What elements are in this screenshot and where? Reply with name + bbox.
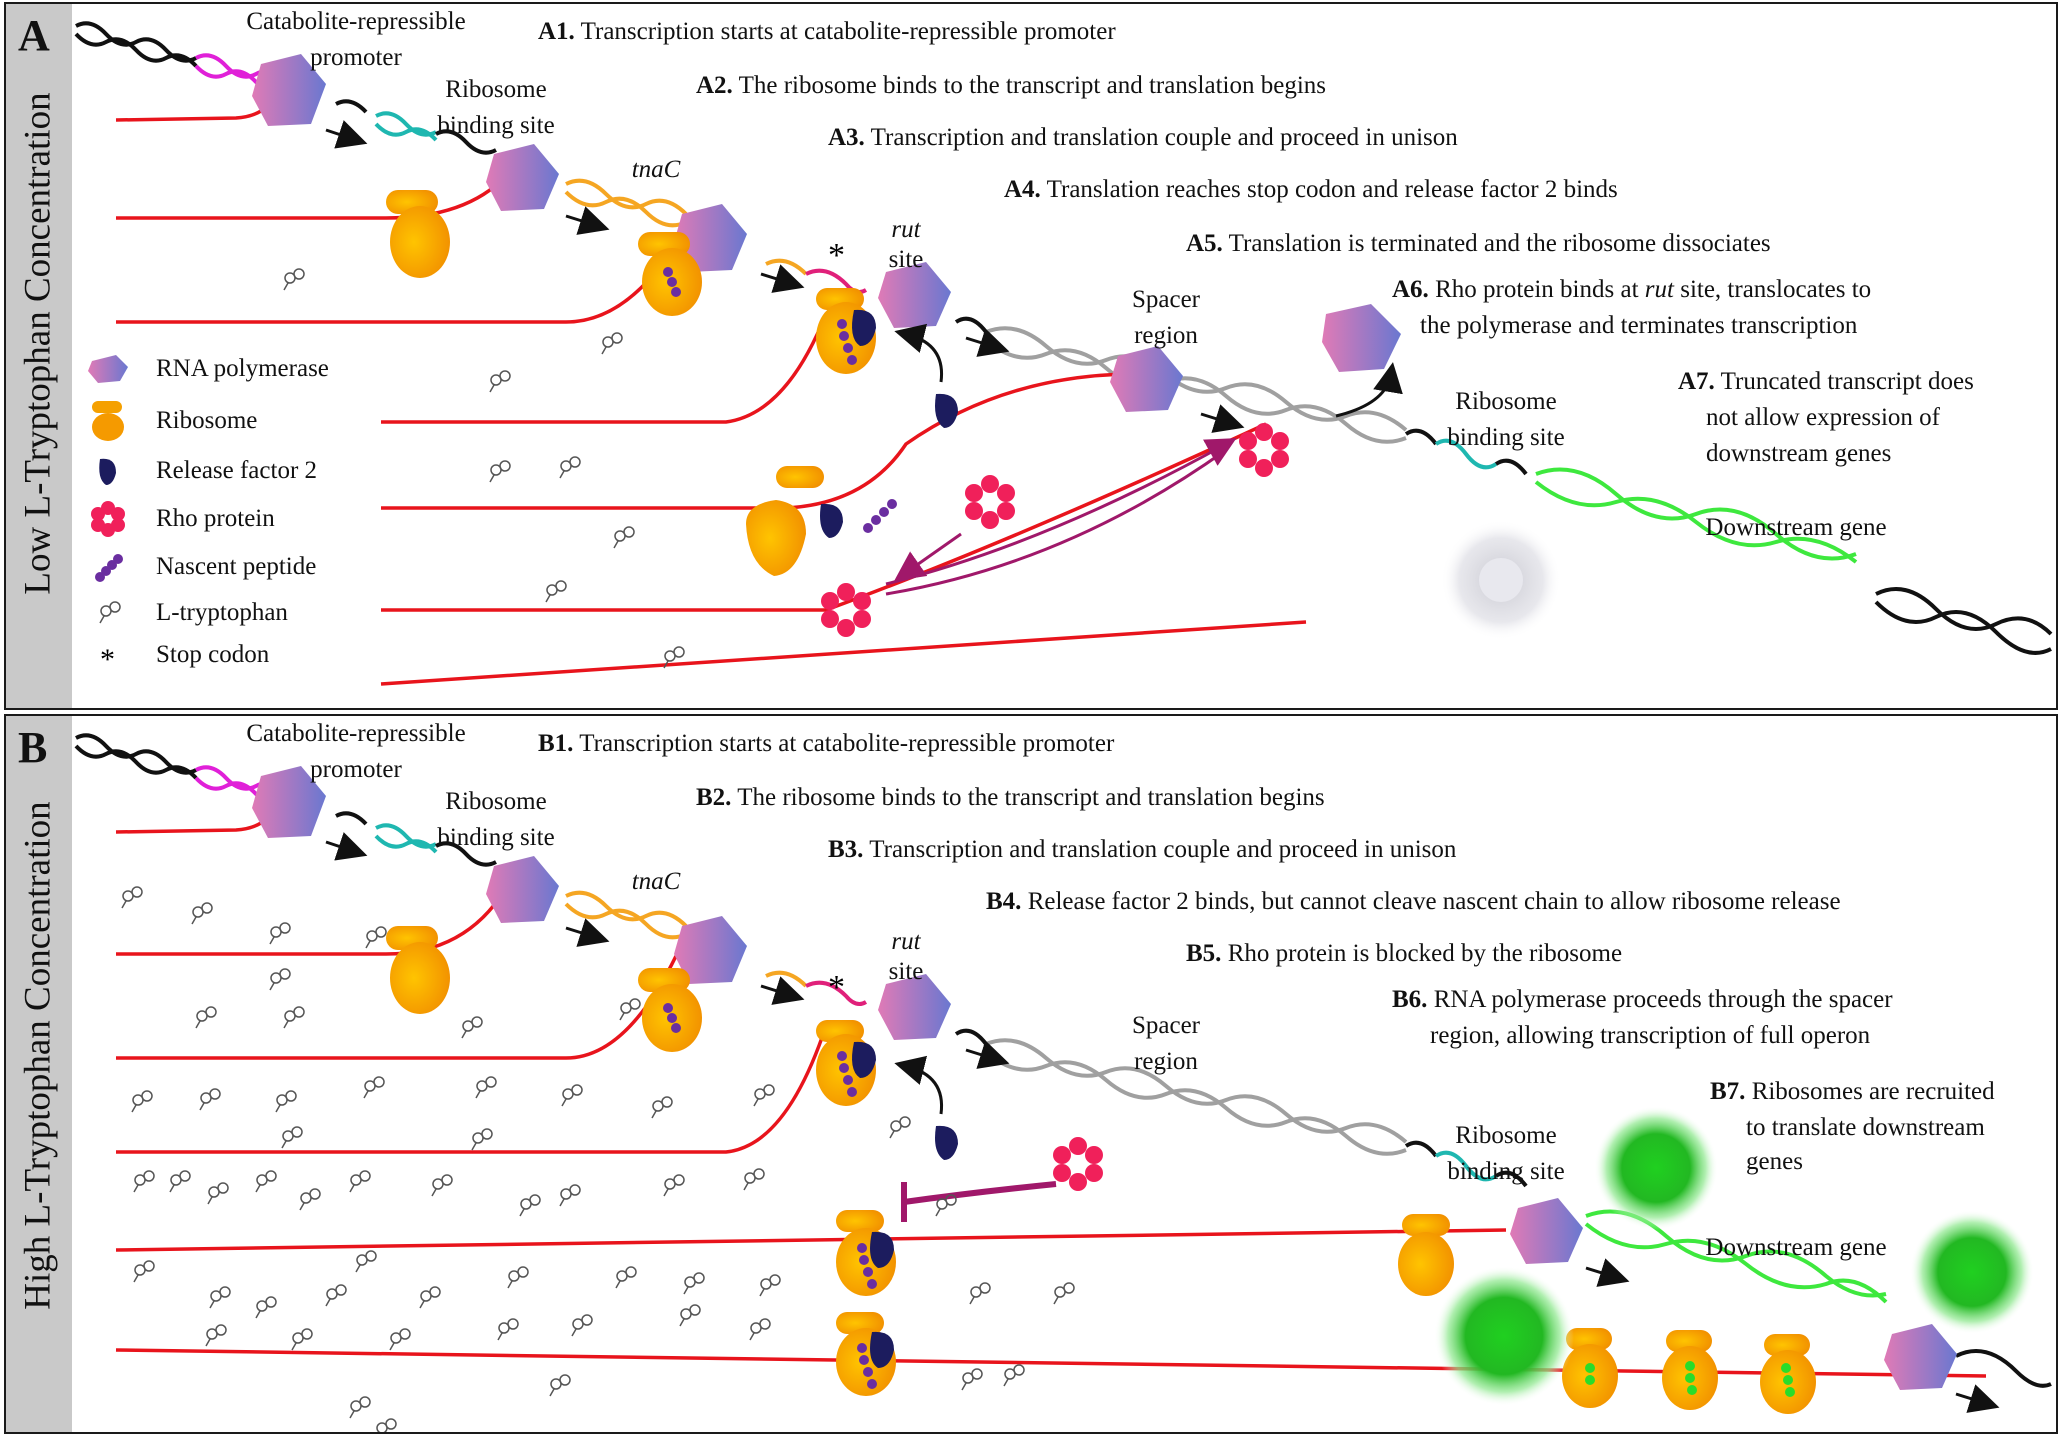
rna-polymerases-b — [252, 766, 1957, 1390]
downstream-label-b: Downstream gene — [1705, 1234, 1887, 1261]
rut-label-a-2: site — [888, 246, 924, 273]
legend-item: Release factor 2 — [86, 451, 386, 491]
spacer-label-a-2: region — [1134, 322, 1198, 349]
panel-a-sidebar — [6, 4, 72, 708]
step-a2: A2. The ribosome binds to the transcript… — [696, 72, 1326, 99]
step-a7-line3: downstream genes — [1706, 440, 1892, 467]
tryptophan-molecules-a — [283, 268, 685, 669]
rbs2-label-a-2: binding site — [1447, 424, 1565, 451]
nascent-peptide-icon — [95, 554, 123, 582]
rut-label-a: rut — [891, 216, 921, 243]
rut-label-b: rut — [891, 928, 921, 955]
stop-codon-star-a: * — [828, 237, 845, 274]
release-factors-a — [820, 309, 958, 538]
green-peptides-b — [1585, 1361, 1795, 1397]
legend-item: Ribosome — [86, 401, 386, 441]
spacer-label-b-2: region — [1134, 1048, 1198, 1075]
nascent-peptides-b — [663, 1003, 877, 1389]
legend-item: * Stop codon — [86, 635, 386, 675]
legend-item: RNA polymerase — [86, 349, 386, 389]
step-a6-line2: the polymerase and terminates transcript… — [1420, 312, 1858, 339]
tnac-label-b: tnaC — [631, 868, 681, 895]
rna-polymerase-icon — [88, 355, 128, 383]
tnac-label-a: tnaC — [631, 156, 681, 183]
step-a7: A7. Truncated transcript does — [1678, 368, 1974, 395]
tryptophan-icon — [99, 601, 121, 624]
stop-codon-star-b: * — [828, 969, 845, 1006]
panel-b-letter: B — [18, 723, 48, 772]
downstream-label-a: Downstream gene — [1705, 514, 1887, 541]
rbs2-label-b: Ribosome — [1455, 1122, 1557, 1149]
step-a6: A6. Rho protein binds at rut site, trans… — [1392, 276, 1872, 303]
rbs-label-b: Ribosome — [445, 788, 547, 815]
rna-polymerases-a — [252, 54, 1401, 412]
step-b1: B1. Transcription starts at catabolite-r… — [538, 730, 1115, 757]
panel-a-diagram: * — [74, 21, 2053, 686]
step-b3: B3. Transcription and translation couple… — [828, 836, 1457, 863]
arrows-a — [325, 120, 1403, 433]
rbs-label-a-2: binding site — [437, 112, 555, 139]
promoter-label-b-2: promoter — [310, 756, 402, 783]
step-a3: A3. Transcription and translation couple… — [828, 124, 1458, 151]
release-factor-icon — [99, 458, 116, 485]
legend-item: Nascent peptide — [86, 547, 386, 587]
svg-text:*: * — [100, 643, 115, 675]
tryptophan-molecules-b — [121, 886, 1075, 1432]
legend-item: Rho protein — [86, 499, 386, 539]
rho-protein-icon — [91, 501, 125, 537]
rbs2-label-b-2: binding site — [1447, 1158, 1565, 1185]
step-b7: B7. Ribosomes are recruited — [1710, 1078, 1995, 1105]
step-b7-line2: to translate downstream — [1746, 1114, 1985, 1141]
step-a1: A1. Transcription starts at catabolite-r… — [538, 18, 1116, 45]
step-a5: A5. Translation is terminated and the ri… — [1186, 230, 1771, 257]
ribosome-icon — [92, 401, 124, 441]
rbs2-label-a: Ribosome — [1455, 388, 1557, 415]
panel-b-high-tryptophan: B High L-Tryptophan Concentration — [4, 714, 2058, 1434]
rho-protein-b — [1053, 1137, 1103, 1191]
rbs-label-a: Ribosome — [445, 76, 547, 103]
arrows-b — [325, 832, 2000, 1413]
rbs-label-b-2: binding site — [437, 824, 555, 851]
step-b7-line3: genes — [1746, 1148, 1803, 1175]
spacer-label-a: Spacer — [1131, 286, 1201, 313]
promoter-label-a-2: promoter — [310, 44, 402, 71]
step-b2: B2. The ribosome binds to the transcript… — [696, 784, 1325, 811]
rho-proteins-a — [821, 423, 1289, 637]
panel-a-letter: A — [18, 11, 50, 60]
inactive-protein — [1479, 558, 1523, 602]
step-a4: A4. Translation reaches stop codon and r… — [1004, 176, 1618, 203]
spacer-label-b: Spacer — [1131, 1012, 1201, 1039]
release-factors-b — [852, 1041, 958, 1368]
legend-item: L-tryptophan — [86, 593, 386, 633]
stop-codon-icon: * — [100, 643, 115, 675]
step-b5: B5. Rho protein is blocked by the riboso… — [1186, 940, 1623, 967]
rut-label-b-2: site — [888, 958, 924, 985]
step-b6-line2: region, allowing transcription of full o… — [1430, 1022, 1871, 1049]
step-a7-line2: not allow expression of — [1706, 404, 1940, 431]
panel-b-sidebar — [6, 716, 72, 1432]
step-b6: B6. RNA polymerase proceeds through the … — [1392, 986, 1893, 1013]
promoter-label-b: Catabolite-repressible — [246, 720, 466, 747]
dna-helix — [74, 21, 2053, 655]
dna-helix-b — [74, 733, 2052, 1388]
step-b4: B4. Release factor 2 binds, but cannot c… — [986, 888, 1841, 915]
rho-arrows-a — [885, 438, 1237, 596]
promoter-label-a: Catabolite-repressible — [246, 8, 466, 35]
green-proteins-b — [1434, 1106, 2034, 1406]
nascent-peptides-a — [663, 267, 897, 533]
panel-a-low-tryptophan: A Low L-Tryptophan Concentration — [4, 2, 2058, 710]
ribosomes-a — [386, 190, 876, 576]
rho-block-b — [901, 1181, 1057, 1222]
panel-b-diagram: * — [74, 733, 2052, 1432]
